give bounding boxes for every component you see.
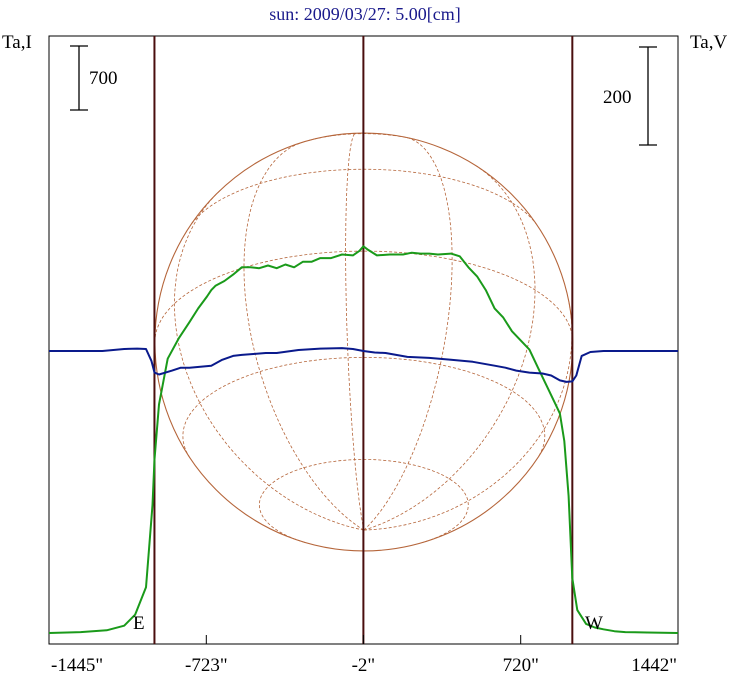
left-axis-label: Ta,I [2, 32, 32, 53]
series-layer [48, 245, 679, 634]
longitude-line [243, 142, 365, 531]
left-scale-bar [70, 45, 88, 111]
longitude-line [363, 137, 453, 531]
limb-markers [153, 36, 574, 644]
west-label: W [585, 613, 603, 634]
x-tick-label: -1445" [51, 655, 103, 676]
intensity-series-line [48, 245, 679, 634]
left-scale-bar-label: 700 [89, 68, 118, 89]
x-tick-label: -723" [185, 655, 228, 676]
right-axis-label: Ta,V [690, 32, 727, 53]
latitude-line [154, 250, 574, 343]
longitude-line [363, 301, 573, 531]
polarization-series-line [49, 347, 678, 383]
x-tick-label: 1442" [631, 655, 677, 676]
x-axis: -1445" -723" -2" 720" 1442" [48, 635, 679, 676]
x-tick-label: -2" [352, 655, 376, 676]
right-scale-bar [639, 46, 657, 146]
east-label: E [133, 613, 145, 634]
longitude-line [174, 189, 364, 531]
longitude-line [345, 132, 365, 531]
right-scale-bar-label: 200 [603, 87, 632, 108]
longitude-line [363, 165, 536, 531]
x-tick-label: 720" [503, 655, 539, 676]
chart-title: sun: 2009/03/27: 5.00[cm] [269, 4, 461, 24]
